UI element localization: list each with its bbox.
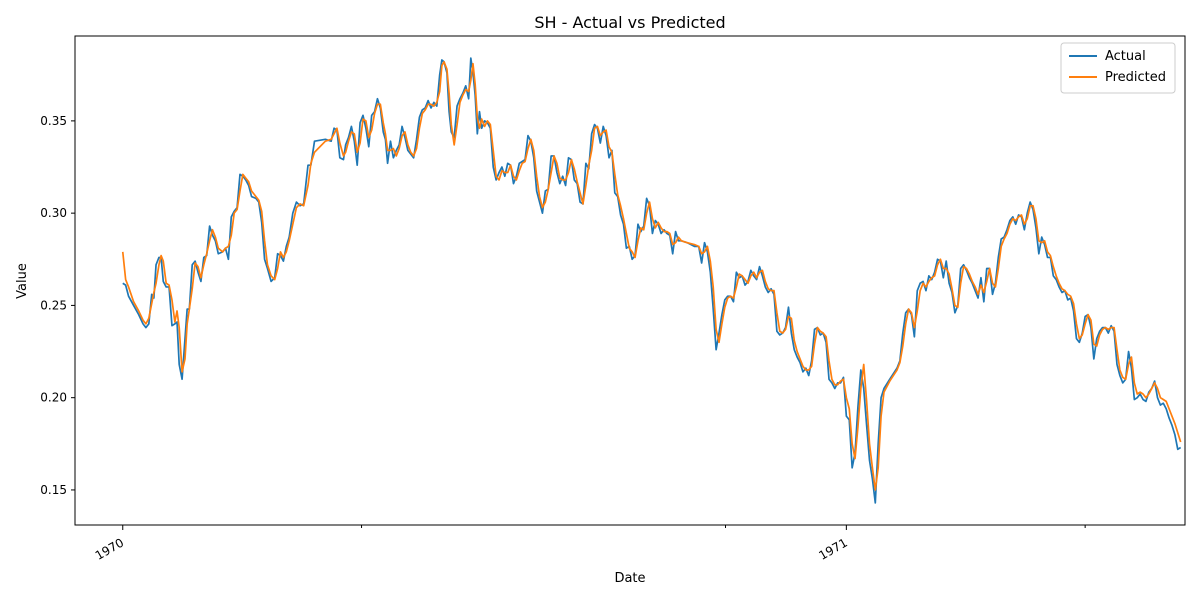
legend-label-actual: Actual xyxy=(1105,49,1146,64)
chart-title: SH - Actual vs Predicted xyxy=(534,13,725,32)
legend-label-predicted: Predicted xyxy=(1105,70,1166,85)
series-layer xyxy=(121,57,1182,504)
y-tick-label: 0.35 xyxy=(40,114,67,128)
plot-area-frame xyxy=(74,35,1186,526)
y-tick-label: 0.30 xyxy=(40,206,67,220)
y-tick-label: 0.15 xyxy=(40,483,67,497)
y-axis-label: Value xyxy=(15,263,30,299)
y-axis-ticks: 0.15 0.20 0.25 0.30 0.35 xyxy=(40,114,75,497)
x-axis-label: Date xyxy=(614,571,645,586)
series-line-predicted xyxy=(121,60,1182,491)
y-tick-label: 0.20 xyxy=(40,391,67,405)
y-tick-label: 0.25 xyxy=(40,298,67,312)
legend: Actual Predicted xyxy=(1060,42,1176,94)
